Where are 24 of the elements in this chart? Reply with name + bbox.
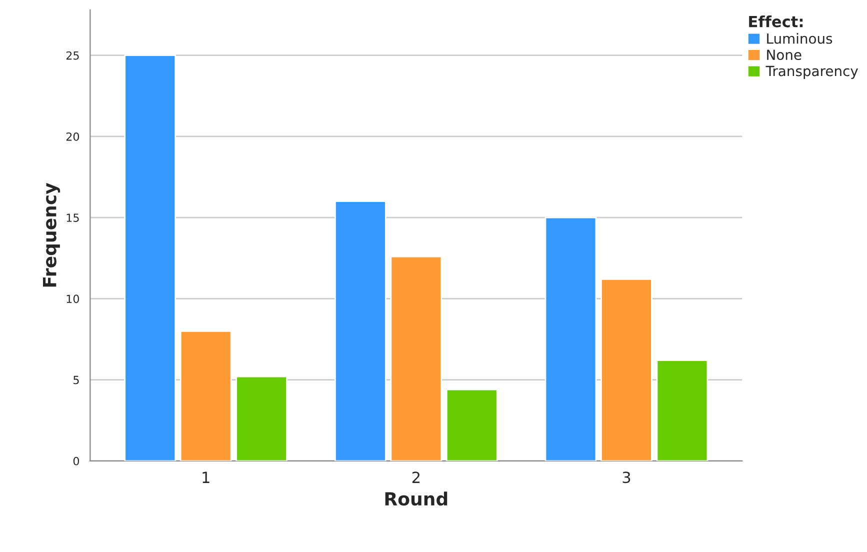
bar — [180, 330, 232, 461]
bar — [544, 216, 597, 461]
legend-label: None — [767, 50, 802, 60]
bar — [390, 256, 442, 461]
bar — [124, 54, 176, 461]
x-tick-label: 2 — [412, 472, 420, 483]
y-tick-label: 25 — [66, 51, 79, 60]
bar — [236, 376, 288, 461]
legend-title: Effect: — [749, 15, 803, 28]
y-tick-label: 0 — [73, 456, 80, 466]
legend-label: Luminous — [767, 33, 832, 44]
legend-label: Transparency — [766, 66, 858, 79]
y-tick-label: 10 — [66, 294, 80, 304]
bar — [656, 360, 708, 461]
x-tick-label: 1 — [202, 472, 210, 483]
y-tick-label: 15 — [66, 214, 79, 222]
bar — [600, 278, 652, 461]
x-axis-title: Round — [385, 492, 448, 506]
bar — [446, 388, 498, 461]
bar — [334, 200, 386, 461]
y-tick-label: 20 — [66, 132, 80, 141]
x-tick-label: 3 — [622, 472, 630, 484]
y-tick-label: 5 — [74, 376, 79, 384]
y-axis-title: Frequency — [42, 182, 60, 287]
